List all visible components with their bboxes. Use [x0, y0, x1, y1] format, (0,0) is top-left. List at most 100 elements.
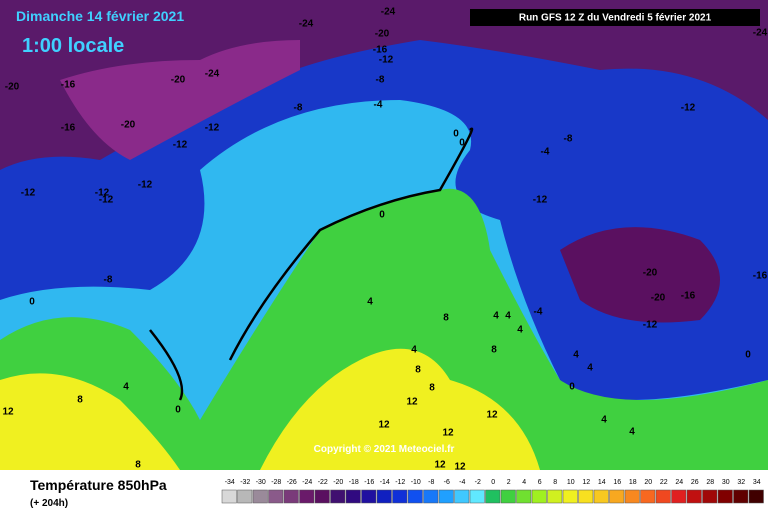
contour-label: 4: [517, 325, 523, 336]
colorbar-swatch: [299, 489, 315, 504]
contour-label: 0: [175, 405, 181, 416]
colorbar-swatch: [469, 489, 485, 504]
colorbar-swatch: [733, 489, 749, 504]
contour-label: -12: [21, 188, 36, 199]
colorbar-tick-label: -28: [271, 479, 281, 486]
colorbar-swatch: [361, 489, 377, 504]
colorbar-swatch: [345, 489, 361, 504]
contour-label: -12: [173, 140, 188, 151]
colorbar-tick-label: 8: [553, 479, 557, 486]
colorbar-tick-label: -26: [287, 479, 297, 486]
contour-label: 4: [629, 427, 635, 438]
colorbar-tick-label: 16: [613, 479, 621, 486]
time-label: 1:00 locale: [22, 35, 124, 57]
colorbar-tick-label: -22: [318, 479, 328, 486]
colorbar-tick-label: -30: [256, 479, 266, 486]
colorbar-swatch: [686, 489, 702, 504]
russia-cold-core: [560, 227, 720, 323]
contour-label: -24: [299, 19, 314, 30]
colorbar-tick-label: 26: [691, 479, 699, 486]
field-title: Température 850hPa: [30, 477, 167, 493]
colorbar-swatch: [423, 489, 439, 504]
contour-label: 8: [443, 313, 449, 324]
warm-zone: [0, 188, 768, 470]
colorbar-tick-label: -12: [395, 479, 405, 486]
colorbar-tick-label: -32: [240, 479, 250, 486]
contour-label: -4: [541, 147, 550, 158]
contour-label: -16: [681, 291, 696, 302]
contour-label: 12: [434, 460, 446, 471]
contour-label: -12: [95, 188, 110, 199]
colorbar-swatch: [376, 489, 392, 504]
contour-label: 8: [415, 365, 421, 376]
contour-label: -20: [375, 29, 390, 40]
colorbar-tick-label: -6: [444, 479, 450, 486]
colorbar-swatch: [237, 489, 253, 504]
colorbar-tick-label: 6: [538, 479, 542, 486]
colorbar-tick-label: 18: [629, 479, 637, 486]
colorbar-tick-label: 4: [522, 479, 526, 486]
lead-time: (+ 204h): [30, 498, 68, 509]
colorbar-swatch: [268, 489, 284, 504]
contour-label: -12: [643, 320, 658, 331]
colorbar: -34 -32 -30 -28 -26 -24 -22 -20 -18 -16 -14 -12 -10-…: [221, 479, 764, 504]
contour-label: -24: [381, 7, 396, 18]
colorbar-swatch: [671, 489, 687, 504]
colorbar-tick-label: -18: [349, 479, 359, 486]
colorbar-swatch: [485, 489, 501, 504]
colorbar-tick-label: 14: [598, 479, 606, 486]
colorbar-swatch: [578, 489, 594, 504]
colorbar-tick-label: -16: [364, 479, 374, 486]
contour-label: -16: [753, 271, 768, 282]
colorbar-swatch: [609, 489, 625, 504]
contour-label: 4: [367, 297, 373, 308]
colorbar-tick-label: 24: [675, 479, 683, 486]
colorbar-swatch: [500, 489, 516, 504]
contour-label: -16: [61, 123, 76, 134]
contour-label: 0: [459, 138, 465, 149]
greenland-cold-core: [60, 40, 300, 160]
contour-label: 0: [29, 297, 35, 308]
contour-label: -12: [379, 55, 394, 66]
colorbar-swatch: [252, 489, 268, 504]
contour-label: -20: [5, 82, 20, 93]
colorbar-swatch: [702, 489, 718, 504]
colorbar-swatch: [624, 489, 640, 504]
contour-label: 8: [429, 383, 435, 394]
colorbar-tick-label: -34: [225, 479, 235, 486]
colorbar-tick-label: -14: [380, 479, 390, 486]
contour-label: 12: [454, 462, 466, 473]
colorbar-swatch: [283, 489, 299, 504]
contour-label: -8: [564, 134, 573, 145]
contour-label: -12: [533, 195, 548, 206]
colorbar-tick-label: 30: [722, 479, 730, 486]
copyright: Copyright © 2021 Meteociel.fr: [314, 444, 455, 455]
contour-label: 4: [601, 415, 607, 426]
colorbar-swatch: [593, 489, 609, 504]
colorbar-swatch: [454, 489, 470, 504]
contour-label: -8: [376, 75, 385, 86]
contour-label: 8: [135, 460, 141, 471]
colorbar-swatch: [330, 489, 346, 504]
colorbar-tick-label: -4: [459, 479, 465, 486]
colorbar-swatch: [221, 489, 237, 504]
colorbar-tick-label: -24: [302, 479, 312, 486]
contour-label: 12: [442, 428, 454, 439]
contour-label: 4: [411, 345, 417, 356]
contour-label: 8: [77, 395, 83, 406]
contour-label: -16: [373, 45, 388, 56]
colorbar-tick-label: -8: [428, 479, 434, 486]
colorbar-swatch: [531, 489, 547, 504]
contour-label: 12: [2, 407, 14, 418]
colorbar-tick-label: 12: [582, 479, 590, 486]
colorbar-swatch: [392, 489, 408, 504]
contour-label: 4: [587, 363, 593, 374]
contour-label: 4: [123, 382, 129, 393]
contour-label: -12: [99, 195, 114, 206]
contour-label: 8: [491, 345, 497, 356]
contour-label: -24: [753, 28, 768, 39]
colorbar-tick-label: -10: [411, 479, 421, 486]
contour-label: -8: [294, 103, 303, 114]
colorbar-swatch: [717, 489, 733, 504]
contour-label: -20: [121, 120, 136, 131]
